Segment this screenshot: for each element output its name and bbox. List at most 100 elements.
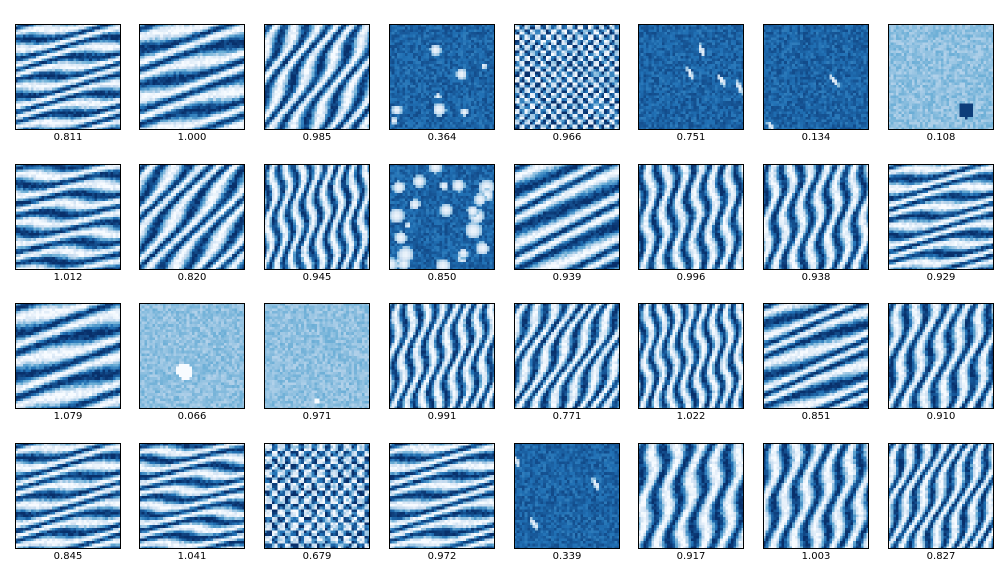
panel-frame	[514, 24, 620, 130]
panel-score-label: 0.811	[15, 132, 121, 144]
heatmap-image	[638, 303, 744, 409]
heatmap-image	[763, 164, 869, 270]
panel-score-label: 0.991	[389, 411, 495, 423]
heatmap-image	[139, 24, 245, 130]
panel-score-label: 0.339	[514, 551, 620, 563]
heatmap-panel: 0.939	[514, 164, 620, 284]
heatmap-image	[389, 443, 495, 549]
heatmap-cells	[15, 164, 121, 270]
heatmap-cells	[389, 164, 495, 270]
panel-frame	[514, 303, 620, 409]
heatmap-image	[888, 303, 994, 409]
panel-score-label: 0.917	[638, 551, 744, 563]
panel-frame	[264, 24, 370, 130]
heatmap-cells	[389, 443, 495, 549]
panel-score-label: 1.012	[15, 272, 121, 284]
heatmap-cells	[139, 443, 245, 549]
panel-frame	[389, 303, 495, 409]
heatmap-panel: 0.972	[389, 443, 495, 563]
heatmap-image	[264, 164, 370, 270]
heatmap-image	[15, 303, 121, 409]
heatmap-panel: 0.820	[139, 164, 245, 284]
panel-frame	[514, 164, 620, 270]
heatmap-panel: 1.079	[15, 303, 121, 423]
heatmap-panel: 0.845	[15, 443, 121, 563]
panel-frame	[638, 24, 744, 130]
panel-score-label: 0.938	[763, 272, 869, 284]
panel-frame	[264, 303, 370, 409]
heatmap-image	[389, 303, 495, 409]
panel-score-label: 1.022	[638, 411, 744, 423]
panel-frame	[763, 303, 869, 409]
heatmap-cells	[638, 164, 744, 270]
heatmap-image	[763, 443, 869, 549]
panel-score-label: 0.751	[638, 132, 744, 144]
heatmap-panel: 0.917	[638, 443, 744, 563]
heatmap-image	[888, 24, 994, 130]
heatmap-cells	[638, 303, 744, 409]
panel-score-label: 0.850	[389, 272, 495, 284]
heatmap-cells	[389, 24, 495, 130]
heatmap-panel: 0.364	[389, 24, 495, 144]
heatmap-cells	[638, 443, 744, 549]
heatmap-panel: 0.827	[888, 443, 994, 563]
heatmap-cells	[888, 443, 994, 549]
heatmap-cells	[888, 303, 994, 409]
heatmap-panel: 0.751	[638, 24, 744, 144]
heatmap-image	[15, 443, 121, 549]
heatmap-image	[139, 164, 245, 270]
heatmap-image	[514, 443, 620, 549]
panel-frame	[264, 164, 370, 270]
panel-score-label: 0.364	[389, 132, 495, 144]
panel-frame	[638, 164, 744, 270]
heatmap-cells	[514, 24, 620, 130]
panel-score-label: 0.966	[514, 132, 620, 144]
heatmap-image	[15, 24, 121, 130]
panel-score-label: 0.679	[264, 551, 370, 563]
heatmap-image	[264, 443, 370, 549]
panel-score-label: 0.851	[763, 411, 869, 423]
heatmap-panel: 1.041	[139, 443, 245, 563]
heatmap-panel: 0.771	[514, 303, 620, 423]
panel-frame	[638, 443, 744, 549]
heatmap-panel: 1.000	[139, 24, 245, 144]
panel-frame	[139, 24, 245, 130]
heatmap-image	[15, 164, 121, 270]
panel-frame	[514, 443, 620, 549]
panel-frame	[139, 443, 245, 549]
heatmap-panel: 0.945	[264, 164, 370, 284]
panel-frame	[763, 443, 869, 549]
heatmap-image	[264, 24, 370, 130]
heatmap-cells	[15, 303, 121, 409]
heatmap-panel: 0.339	[514, 443, 620, 563]
panel-frame	[888, 443, 994, 549]
heatmap-cells	[264, 164, 370, 270]
heatmap-cells	[15, 443, 121, 549]
panel-score-label: 1.041	[139, 551, 245, 563]
heatmap-cells	[638, 24, 744, 130]
heatmap-panel: 0.929	[888, 164, 994, 284]
panel-score-label: 0.945	[264, 272, 370, 284]
panel-score-label: 0.910	[888, 411, 994, 423]
heatmap-image	[763, 303, 869, 409]
heatmap-panel: 0.850	[389, 164, 495, 284]
heatmap-image	[888, 164, 994, 270]
panel-frame	[389, 164, 495, 270]
heatmap-image	[389, 24, 495, 130]
panel-frame	[888, 24, 994, 130]
panel-score-label: 0.845	[15, 551, 121, 563]
heatmap-image	[139, 443, 245, 549]
heatmap-panel: 0.811	[15, 24, 121, 144]
panel-score-label: 0.820	[139, 272, 245, 284]
panel-frame	[389, 24, 495, 130]
panel-score-label: 0.929	[888, 272, 994, 284]
heatmap-cells	[888, 164, 994, 270]
heatmap-image	[139, 303, 245, 409]
heatmap-image	[888, 443, 994, 549]
heatmap-panel: 0.985	[264, 24, 370, 144]
heatmap-panel: 0.066	[139, 303, 245, 423]
heatmap-cells	[763, 24, 869, 130]
panel-score-label: 0.996	[638, 272, 744, 284]
heatmap-image	[763, 24, 869, 130]
heatmap-panel: 1.012	[15, 164, 121, 284]
